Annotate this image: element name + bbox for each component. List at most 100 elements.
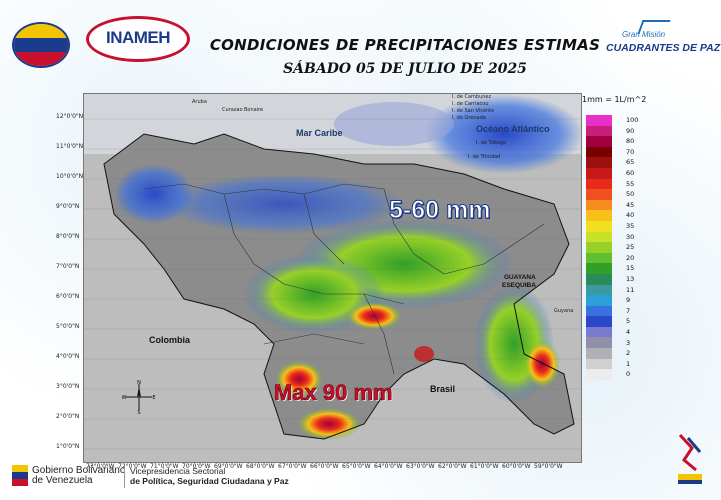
- state-borders: [143, 183, 545, 375]
- legend-level-label: 5: [626, 317, 631, 326]
- footer-vp-line2: de Política, Seguridad Ciudadana y Paz: [130, 476, 289, 486]
- lat-label: 11°0'0"N: [56, 143, 84, 150]
- legend-level-label: 30: [626, 232, 635, 241]
- legend-swatch: [586, 210, 612, 221]
- gran-mision-logo: Gran Misión CUADRANTES DE PAZ: [606, 20, 720, 60]
- legend-level-label: 3: [626, 338, 631, 347]
- legend-level-label: 50: [626, 190, 635, 199]
- legend-level-label: 25: [626, 243, 635, 252]
- legend-level-label: 0: [626, 370, 631, 379]
- label-island-2: I. de Carriacou: [452, 101, 489, 107]
- max-annotation: Max 90 mm: [274, 380, 393, 406]
- legend-swatch: [586, 157, 612, 168]
- compass-n: N: [137, 380, 141, 386]
- venezuela-shield-logo: [12, 22, 70, 68]
- rain-band-north: [164, 174, 404, 234]
- footer-gob-line1: Gobierno Bolivariano: [32, 465, 126, 476]
- legend-swatch: [586, 252, 612, 264]
- legend-swatch: [586, 125, 612, 137]
- label-island-5: I. de Tobago: [476, 140, 507, 146]
- hotspot-bolivar: [346, 302, 402, 330]
- compass-rose-icon: N S W E: [122, 380, 156, 414]
- legend-level-label: 80: [626, 137, 635, 146]
- legend-swatch: [586, 242, 612, 253]
- lat-label: 12°0'0"N: [56, 113, 84, 120]
- legend-swatch: [586, 178, 612, 190]
- lat-label: 6°0'0"N: [56, 293, 80, 300]
- legend-swatch: [586, 189, 612, 200]
- lon-label: 72°0'0"W: [118, 463, 147, 470]
- lon-label: 59°0'0"W: [534, 463, 563, 470]
- ocean-rain-patch: [424, 94, 581, 174]
- legend-level-label: 35: [626, 222, 635, 230]
- lat-label: 4°0'0"N: [56, 353, 80, 360]
- legend-swatch: [586, 295, 612, 306]
- legend-swatch: [586, 316, 612, 327]
- legend-swatch: [586, 231, 612, 243]
- legend-swatch: [586, 358, 612, 370]
- legend-swatch: [586, 305, 612, 317]
- label-trinidad: I. de Trinidad: [468, 154, 501, 160]
- footer-divider: [124, 466, 125, 488]
- lon-label: 61°0'0"W: [470, 463, 499, 470]
- legend-level-label: 60: [626, 169, 635, 177]
- footer-gobierno: Gobierno Bolivariano de Venezuela: [32, 466, 125, 486]
- page-title: CONDICIONES DE PRECIPITACIONES ESTIMAS: [209, 36, 601, 54]
- legend-level-label: 2: [626, 349, 631, 358]
- lat-label: 7°0'0"N: [56, 263, 80, 270]
- legend-swatch: [586, 220, 612, 232]
- label-mar-caribe: Mar Caribe: [296, 128, 343, 138]
- legend-level-label: 100: [626, 116, 639, 124]
- lat-label: 9°0'0"N: [56, 203, 80, 210]
- lon-label: 65°0'0"W: [342, 463, 371, 470]
- legend-swatch: [586, 348, 612, 359]
- hotspot-amazonas-north: [275, 361, 323, 397]
- gran-mision-line1: Gran Misión: [622, 30, 666, 39]
- sea-rain-patch: [334, 102, 454, 146]
- lat-label: 10°0'0"N: [56, 173, 84, 180]
- legend-level-label: 55: [626, 179, 635, 188]
- lat-label: 1°0'0"N: [56, 443, 80, 450]
- label-island-4: I. de Grenada: [452, 115, 486, 121]
- footer-vp-line1: Vicepresidencia Sectorial: [130, 466, 226, 476]
- legend-level-label: 40: [626, 211, 635, 220]
- compass-s: S: [137, 410, 140, 414]
- legend-level-label: 90: [626, 126, 635, 135]
- label-island-1: I. de Cambunez: [452, 94, 492, 100]
- legend-swatch: [586, 337, 612, 349]
- lat-label: 3°0'0"N: [56, 383, 80, 390]
- legend-swatch: [586, 284, 612, 296]
- lon-label: 67°0'0"W: [278, 463, 307, 470]
- lat-label: 8°0'0"N: [56, 233, 80, 240]
- label-guayana: GUAYANA: [504, 274, 536, 281]
- range-annotation: 5-60 mm: [388, 196, 491, 225]
- compass-e: E: [152, 395, 155, 401]
- label-island-3: I. de San Vicente: [452, 108, 495, 114]
- lat-label: 5°0'0"N: [56, 323, 80, 330]
- legend-level-label: 9: [626, 296, 631, 305]
- legend-swatch: [586, 167, 612, 179]
- legend-swatch: [586, 273, 612, 285]
- label-oceano-atlantico: Océano Atlántico: [476, 124, 550, 134]
- legend-swatch: [586, 136, 612, 147]
- legend-swatch: [586, 326, 612, 338]
- legend-level-label: 65: [626, 158, 635, 167]
- lon-label: 60°0'0"W: [502, 463, 531, 470]
- footer-gob-line2: de Venezuela: [32, 475, 93, 486]
- inameh-logo-text: INAMEH: [105, 28, 171, 47]
- legend-level-label: 15: [626, 264, 635, 273]
- lon-label: 66°0'0"W: [310, 463, 339, 470]
- lon-label: 70°0'0"W: [182, 463, 211, 470]
- footer-flag-icon: [12, 465, 28, 486]
- lat-label: 2°0'0"N: [56, 413, 80, 420]
- legend-level-label: 4: [626, 328, 631, 336]
- precipitation-legend: 100 90 80 70 65 60 55 50 45 40 35 30 25 20 15 13 11 9 7 5 4 3…: [586, 115, 638, 380]
- legend-swatch: [586, 369, 612, 380]
- legend-level-label: 11: [626, 285, 635, 294]
- legend-level-label: 20: [626, 253, 635, 262]
- venezuela-border: [103, 133, 575, 440]
- lon-label: 64°0'0"W: [374, 463, 403, 470]
- footer-vicepresidencia: Vicepresidencia Sectorial de Política, S…: [130, 466, 289, 486]
- bicentenario-logo: [678, 433, 702, 484]
- legend-level-label: 7: [626, 306, 631, 315]
